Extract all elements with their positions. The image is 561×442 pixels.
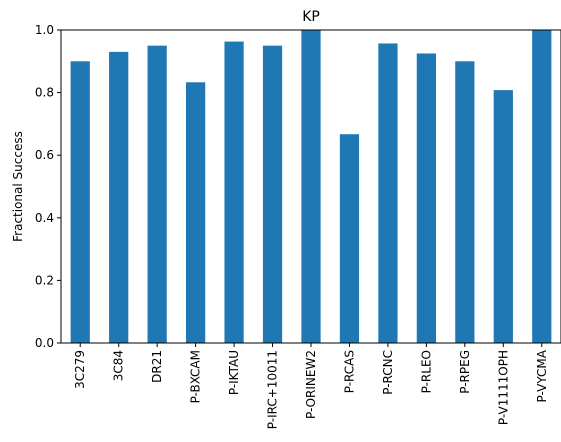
y-tick-label: 0.0 <box>35 336 54 350</box>
x-tick-label: 3C84 <box>112 350 126 381</box>
x-tick-label: DR21 <box>150 350 164 383</box>
y-tick-label: 1.0 <box>35 23 54 37</box>
bar-p-irc-10011 <box>262 45 283 344</box>
bars-layer <box>70 30 552 344</box>
bar-p-iktau <box>224 41 244 344</box>
plot-frame <box>60 29 561 344</box>
bar-p-v1111oph <box>493 90 513 343</box>
y-axis: 0.0 0.2 0.4 0.6 0.8 1.0 <box>35 23 61 350</box>
x-tick-label: P-RPEG <box>458 350 472 394</box>
bar-p-orinew2 <box>301 30 321 343</box>
bar-p-rleo <box>416 53 436 343</box>
bar-p-rcas <box>339 134 360 343</box>
y-tick-label: 0.8 <box>35 86 54 100</box>
bar-p-rpeg <box>455 61 475 344</box>
bar-p-bxcam <box>186 82 206 344</box>
bar-p-vycma <box>532 30 552 343</box>
x-tick-label: P-V1111OPH <box>496 350 510 425</box>
x-tick-label: P-IKTAU <box>227 350 241 395</box>
x-tick-label: P-RCAS <box>342 350 356 393</box>
bar-dr21 <box>147 45 167 344</box>
x-tick-label: P-VYCMA <box>535 349 549 402</box>
bar-3c84 <box>109 51 129 343</box>
x-tick-label: P-ORINEW2 <box>304 350 318 419</box>
x-tick-label: P-RLEO <box>419 350 433 393</box>
x-tick-label: P-IRC+10011 <box>266 350 280 429</box>
x-tick-label: P-BXCAM <box>189 350 203 403</box>
bar-p-rcnc <box>378 43 398 344</box>
bar-3c279 <box>70 61 90 344</box>
chart-title: KP <box>302 9 320 25</box>
x-tick-label: P-RCNC <box>381 350 395 395</box>
x-tick-label: 3C279 <box>73 350 87 389</box>
y-axis-label: Fractional Success <box>11 131 25 242</box>
y-tick-label: 0.6 <box>35 148 54 162</box>
y-tick-label: 0.2 <box>35 273 54 287</box>
x-axis: 3C279 3C84 DR21 P-BXCAM P-IKTAU P-IRC+10011 P-… <box>73 343 549 429</box>
y-tick-label: 0.4 <box>35 211 54 225</box>
